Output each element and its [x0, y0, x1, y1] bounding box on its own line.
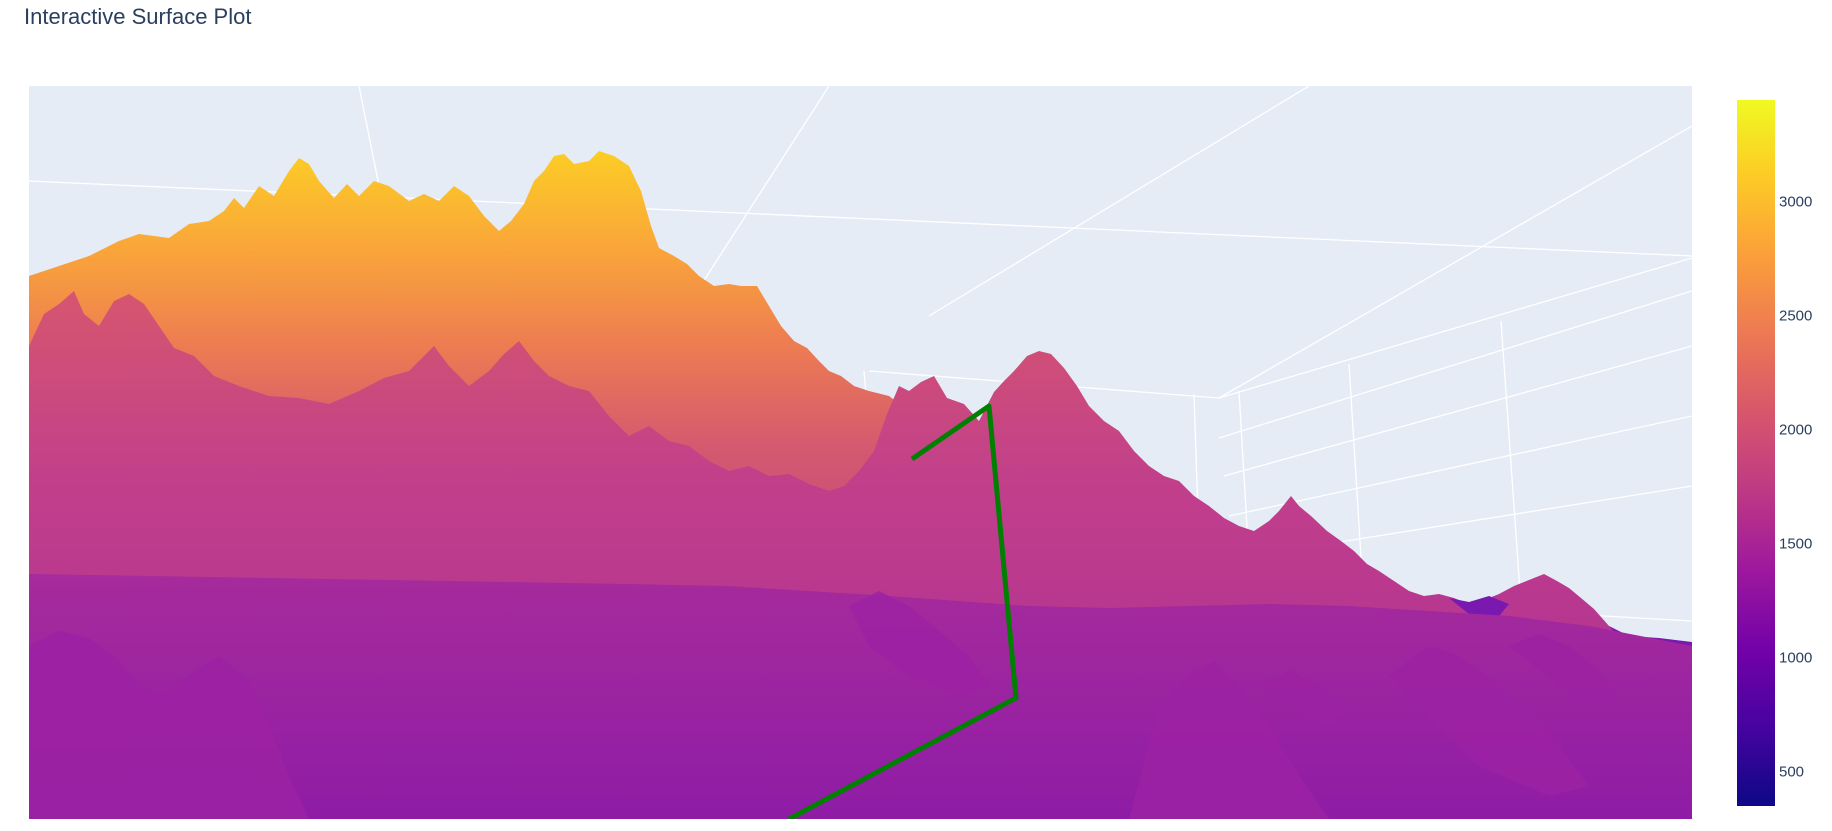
colorbar-tick-label: 1500: [1779, 535, 1813, 553]
trace-line[interactable]: [787, 403, 1019, 819]
foreground-hills: [29, 591, 1619, 819]
colorbar-tick-label: 2000: [1779, 421, 1813, 439]
colorbar: [1737, 100, 1775, 806]
colorbar-tick-label: 500: [1779, 763, 1805, 781]
colorbar-tick-label: 2500: [1779, 307, 1813, 325]
colorbar-tick-label: 3000: [1779, 193, 1813, 211]
3d-scene[interactable]: [29, 86, 1692, 819]
chart-title: Interactive Surface Plot: [24, 4, 252, 29]
surface-plot-svg[interactable]: [29, 86, 1692, 819]
colorbar-tick-label: 1000: [1779, 649, 1813, 667]
